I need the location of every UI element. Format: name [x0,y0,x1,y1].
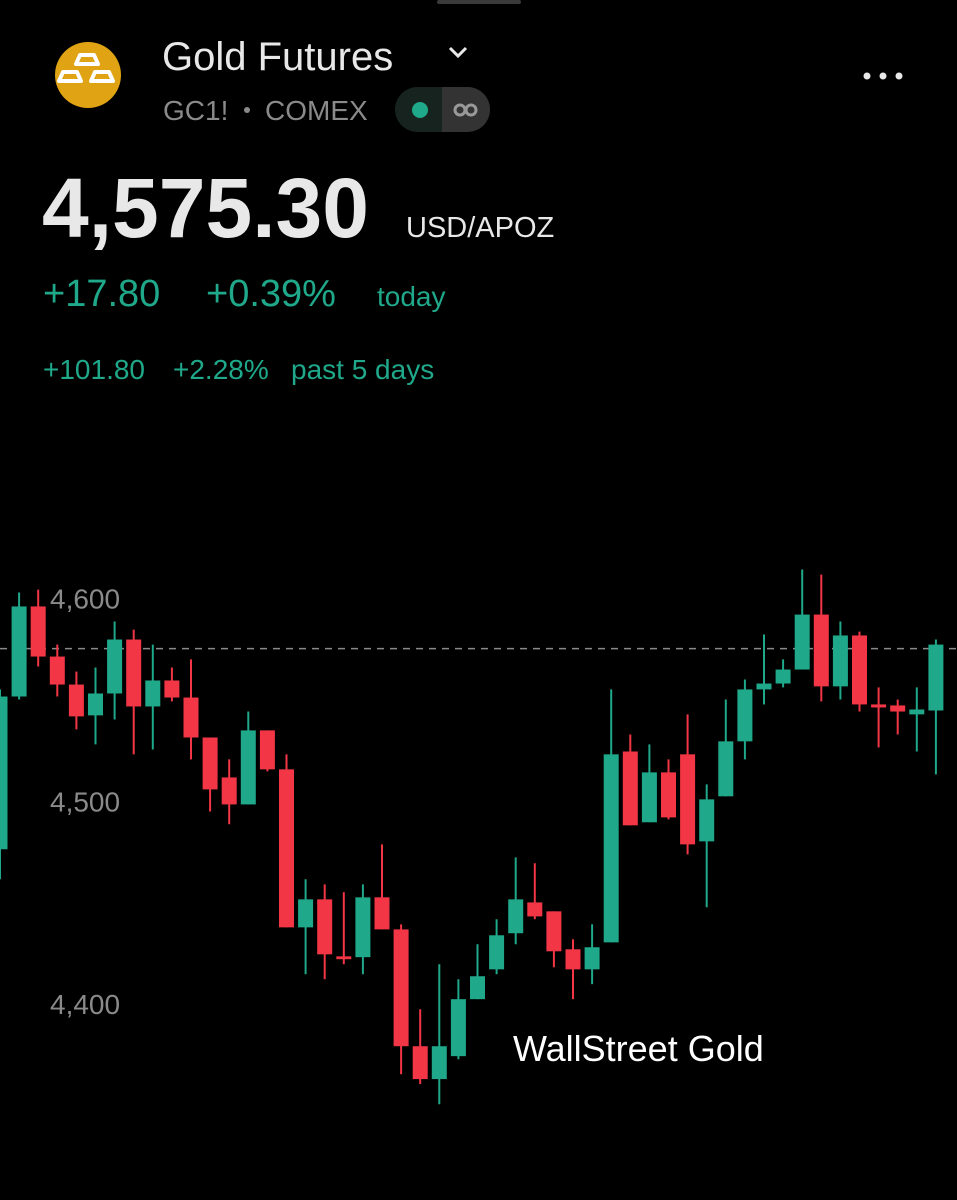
exchange: COMEX [265,95,368,126]
candle-body [546,911,562,952]
candle-body [336,956,352,960]
period-label: past 5 days [291,354,434,385]
change-today-pct: +0.39% [206,273,336,315]
status-toggle[interactable] [395,87,490,132]
candle-body [259,730,275,770]
candle-body [0,696,8,850]
candle-body [852,635,867,705]
candle-body [527,902,543,917]
more-menu[interactable] [863,72,903,80]
candle-body [584,947,600,970]
status-handle [437,0,521,4]
y-tick-label: 4,500 [50,786,120,817]
candle-body [298,899,314,928]
candle-body [508,899,524,934]
candle-body [107,639,123,694]
candle-body [221,777,237,805]
change-5d: +101.80 [43,354,145,385]
y-tick-label: 4,600 [50,584,120,615]
candle-body [183,697,199,738]
candle-body [11,606,27,697]
gold-icon [55,42,121,108]
candle-body [164,680,180,698]
watermark: WallStreet Gold [513,1028,764,1069]
candle-body [126,639,142,707]
candle-body [202,737,218,790]
candle-body [603,754,619,943]
candle-body [641,772,657,823]
candle-body [871,704,887,708]
candle-body [718,741,734,797]
change-today: +17.80 [43,273,160,315]
price: 4,575.30 [42,161,369,255]
separator-dot [244,107,250,113]
candle-body [412,1046,428,1080]
candle-body [794,614,810,670]
currency: USD/APOZ [406,212,554,244]
candle-body [88,693,103,716]
candle-body [450,999,466,1057]
dropdown-chevron[interactable] [448,46,468,59]
candle-body [393,929,409,1047]
candle-body [30,606,46,657]
y-tick-label: 4,400 [50,989,120,1020]
today-label: today [377,281,446,312]
candle-body [240,730,256,805]
candle-body [279,769,294,928]
candle-body [431,1046,447,1080]
candle-body [775,669,791,684]
candle-body [622,751,638,826]
candle-body [489,935,505,970]
candle-body [890,705,906,712]
candle-body [565,949,581,970]
candle-body [49,656,65,685]
change-5d-pct: +2.28% [173,354,269,385]
candle-body [832,635,848,687]
candle-body [661,772,676,818]
candle-body [756,683,772,690]
candle-body [680,754,696,845]
candle-body [470,976,485,1000]
title[interactable]: Gold Futures [162,35,393,79]
candle-body [374,897,390,930]
candle-body [145,680,161,707]
candle-body [68,684,84,717]
candle-body [737,689,753,742]
candle-body [909,709,925,715]
candle-body [317,899,333,955]
candle-body [928,644,944,711]
symbol: GC1! [163,95,228,126]
candle-body [699,799,715,842]
candle-body [355,897,371,958]
candle-body [813,614,829,687]
chart: 4,400 4,500 4,600 WallStreet Gold [0,569,957,1105]
